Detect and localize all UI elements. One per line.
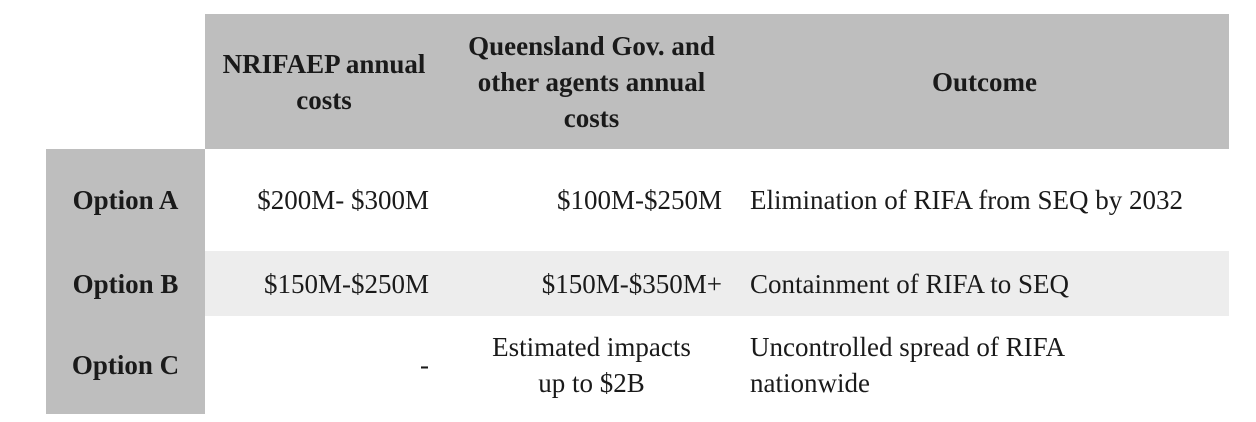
- header-qld: Queensland Gov. and other agents annual …: [443, 14, 740, 149]
- nrifaep-cost: $150M-$250M: [263, 268, 429, 299]
- row-label: Option C: [46, 316, 205, 414]
- header-outcome: Outcome: [740, 14, 1229, 149]
- qld-cost: $100M-$250M: [556, 185, 722, 215]
- row-b-band: [205, 251, 1229, 316]
- outcome: Uncontrolled spread of RIFA nationwide: [750, 332, 1064, 398]
- nrifaep-cost: $200M- $300M: [257, 185, 429, 215]
- outcome: Containment of RIFA to SEQ: [750, 268, 1070, 299]
- row-label: Option B: [46, 251, 205, 316]
- nrifaep-cost: -: [420, 350, 429, 380]
- qld-cost: $150M-$350M+: [541, 268, 722, 299]
- header-nrifaep: NRIFAEP annual costs: [205, 14, 443, 149]
- outcome: Elimination of RIFA from SEQ by 2032: [750, 185, 1183, 215]
- qld-cost: Estimated impacts up to $2B: [492, 332, 691, 398]
- row-label: Option A: [46, 149, 205, 251]
